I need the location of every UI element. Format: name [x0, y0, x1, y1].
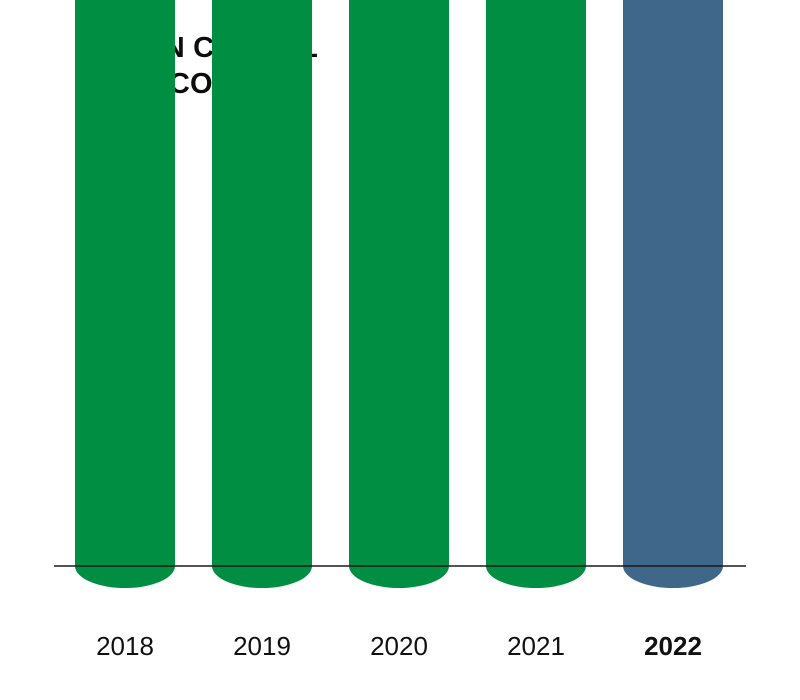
bar-2022 [623, 0, 723, 588]
bar-body-2021 [486, 0, 586, 588]
bar-body-2022 [623, 0, 723, 588]
x-tick-label-2021: 2021 [507, 631, 565, 661]
x-tick-label-2018: 2018 [96, 631, 154, 661]
bar-body-2018 [75, 0, 175, 588]
bar-2021 [486, 0, 586, 588]
x-tick-label-2022: 2022 [644, 631, 702, 661]
x-tick-label-2019: 2019 [233, 631, 291, 661]
x-tick-label-2020: 2020 [370, 631, 428, 661]
bar-2019 [212, 0, 312, 588]
bar-2018 [75, 0, 175, 588]
labels-group: 2,02520182,16120192,30920202,16220212,37… [96, 631, 702, 661]
bar-body-2019 [212, 0, 312, 588]
bar-2020 [349, 0, 449, 588]
bars-group [75, 0, 723, 588]
bar-body-2020 [349, 0, 449, 588]
